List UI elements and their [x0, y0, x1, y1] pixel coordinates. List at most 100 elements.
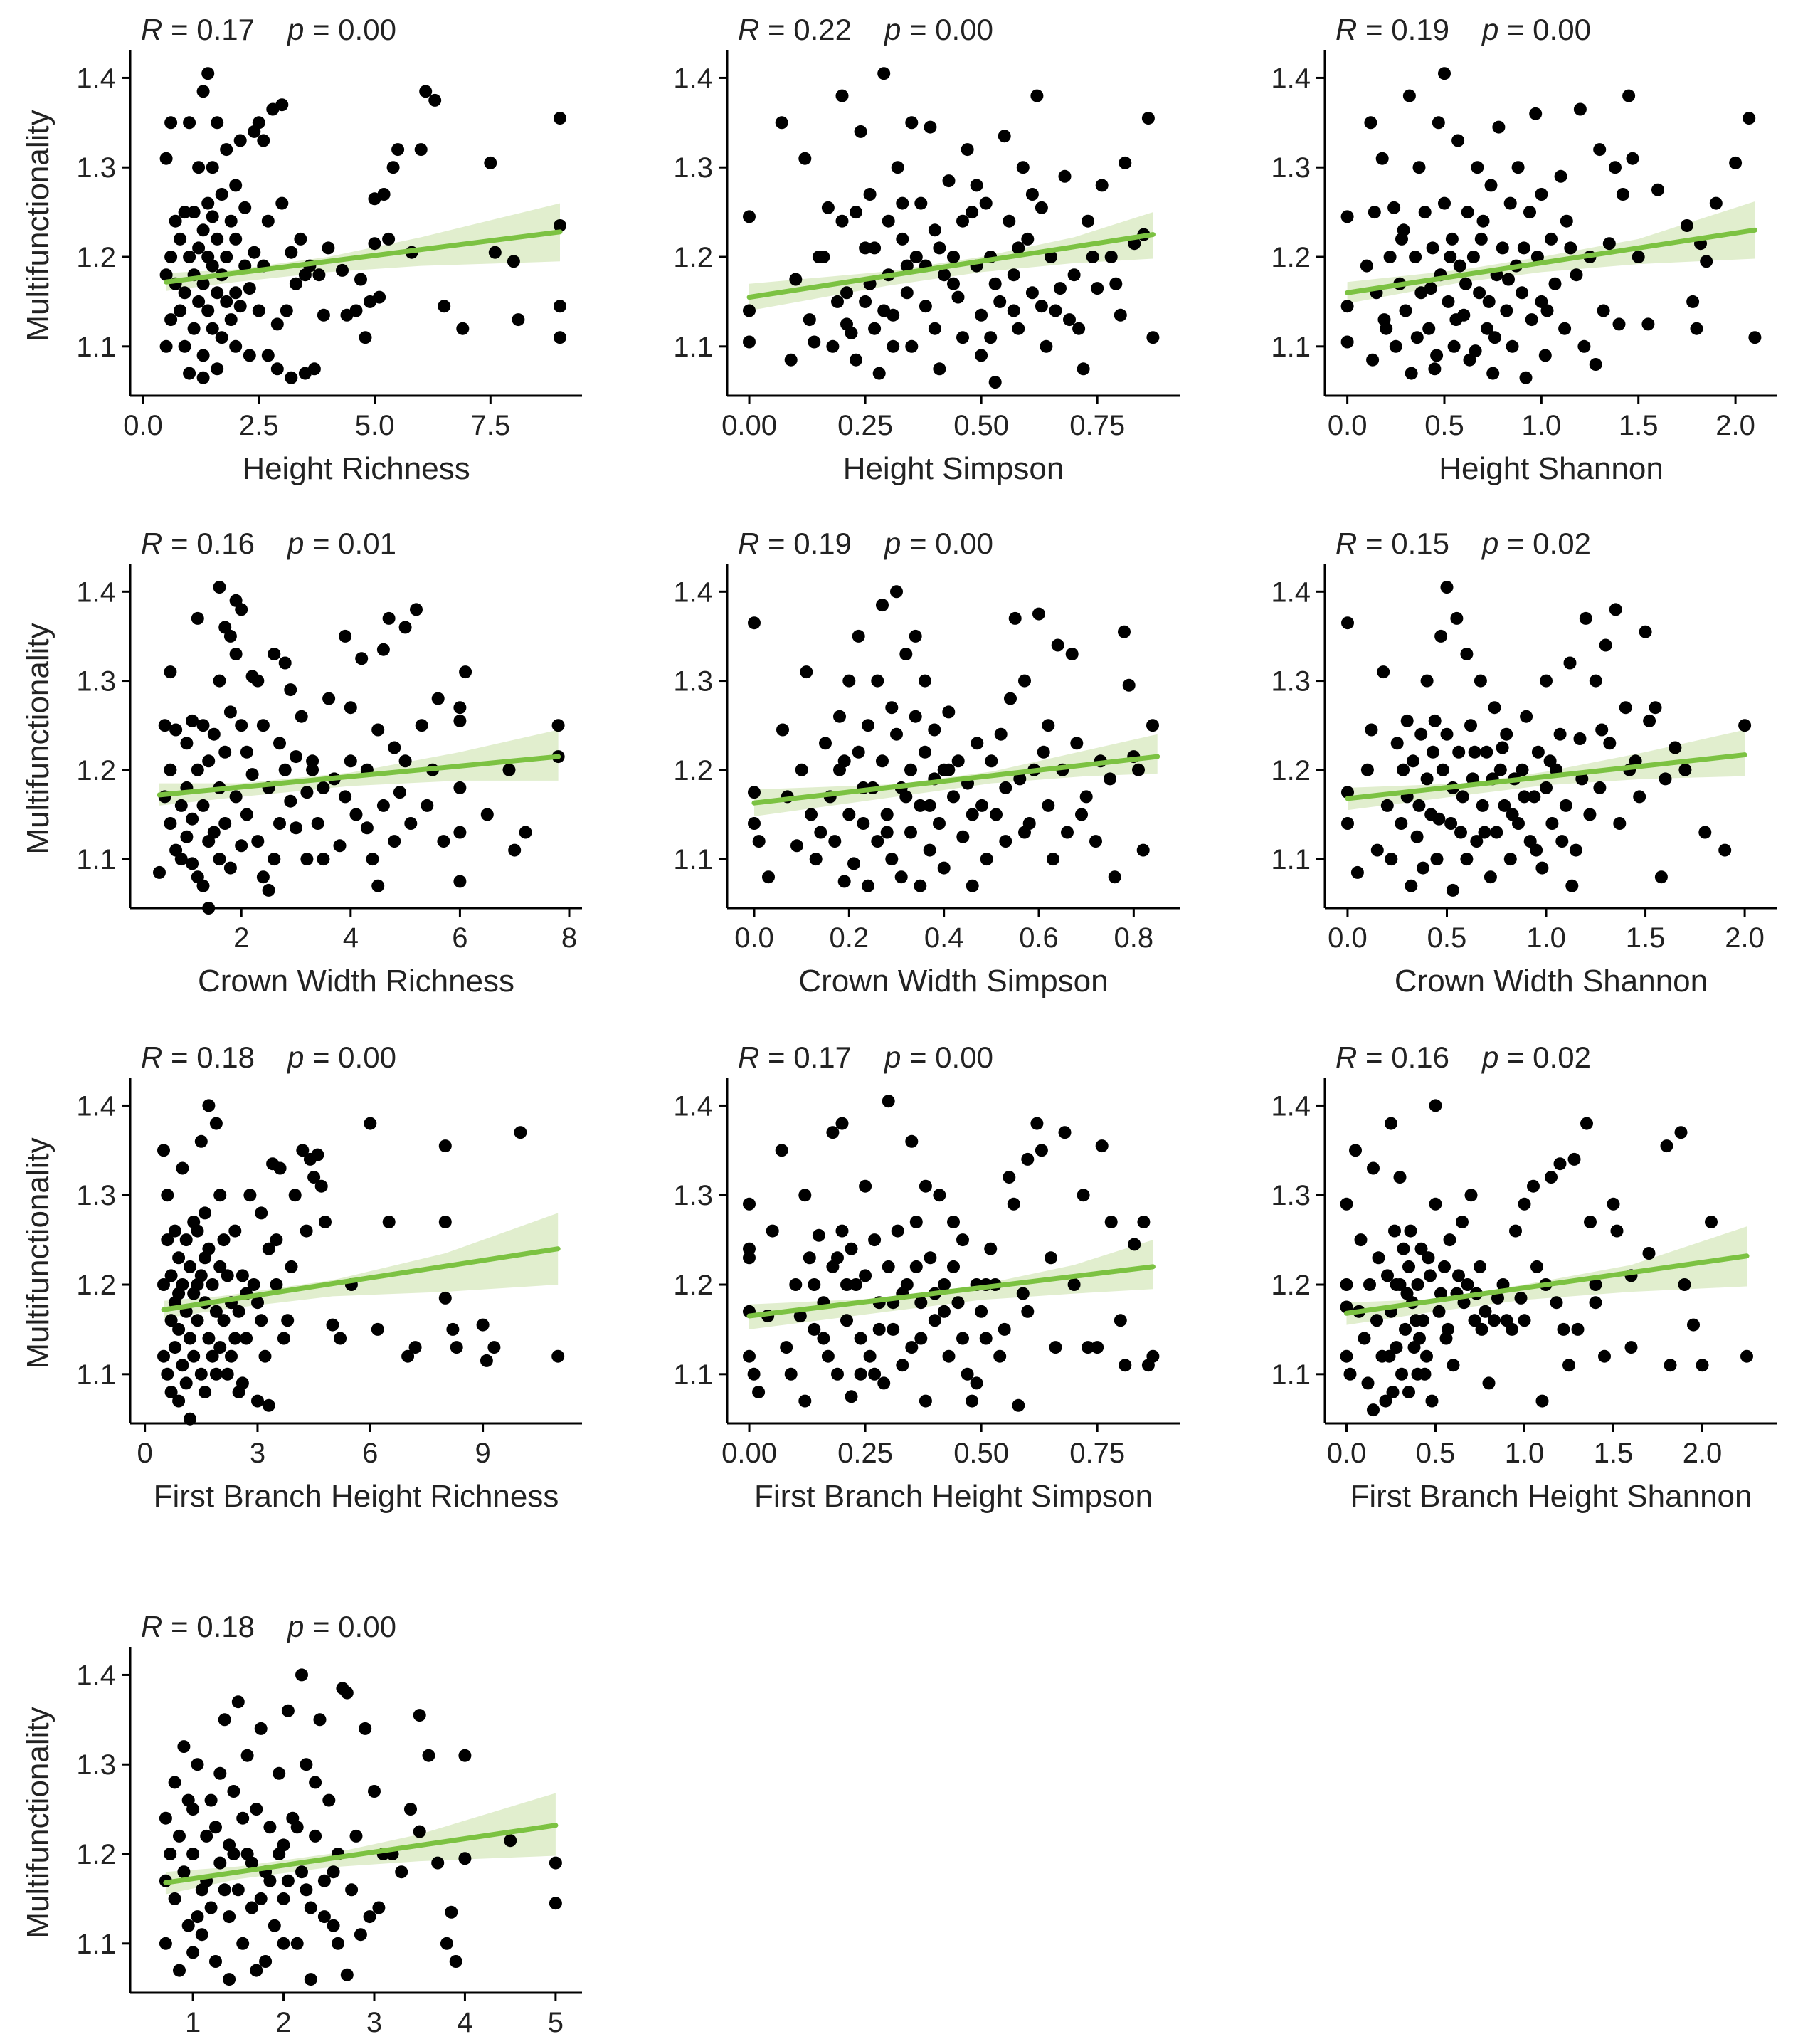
data-point — [213, 1260, 227, 1273]
data-point — [1032, 607, 1045, 621]
data-point — [1516, 763, 1529, 776]
data-point — [262, 1398, 275, 1412]
data-point — [446, 1322, 460, 1336]
data-point — [899, 790, 913, 804]
data-point — [933, 362, 946, 376]
data-point — [398, 621, 412, 634]
data-point — [1589, 358, 1602, 371]
data-point — [842, 674, 856, 688]
x-tick-label: 0.5 — [1416, 1438, 1456, 1469]
data-point — [1119, 156, 1132, 169]
data-point — [896, 196, 909, 210]
data-point — [280, 304, 293, 317]
data-point — [1065, 648, 1079, 660]
data-point — [1579, 611, 1592, 625]
data-point — [273, 1848, 286, 1860]
data-point — [1395, 1367, 1408, 1381]
data-point — [1393, 1171, 1407, 1184]
data-point — [743, 335, 756, 349]
data-point — [413, 1825, 426, 1838]
data-point — [336, 263, 349, 277]
data-point — [284, 683, 297, 697]
data-point — [194, 1367, 208, 1381]
data-point — [169, 723, 183, 737]
data-point — [837, 754, 851, 768]
data-point — [236, 1376, 249, 1390]
data-point — [1488, 1314, 1501, 1327]
data-point — [947, 1216, 960, 1228]
x-tick-label: 0.0 — [123, 410, 163, 441]
data-point — [224, 214, 238, 228]
data-point — [161, 1367, 174, 1381]
data-point — [1397, 763, 1410, 776]
data-point — [840, 317, 853, 331]
data-point — [1340, 1300, 1353, 1314]
data-point — [1559, 799, 1572, 812]
data-point — [1705, 1216, 1718, 1228]
data-point — [985, 754, 998, 768]
data-point — [213, 1856, 227, 1870]
data-point — [164, 1848, 177, 1860]
data-point — [1474, 1260, 1486, 1273]
data-point — [254, 1892, 268, 1905]
y-tick-label: 1.2 — [673, 242, 713, 273]
data-point — [225, 1349, 238, 1363]
p-value: = 0.00 — [1498, 13, 1591, 46]
x-axis-title: Height Simpson — [843, 451, 1064, 486]
data-point — [1476, 799, 1489, 812]
data-point — [549, 1897, 562, 1910]
data-point — [1488, 701, 1501, 715]
data-point — [924, 1251, 937, 1265]
data-point — [1560, 214, 1573, 228]
data-point — [229, 179, 243, 192]
data-point — [311, 817, 324, 830]
data-point — [863, 1349, 877, 1363]
data-point — [201, 67, 215, 80]
data-point — [1531, 745, 1545, 759]
data-point — [519, 826, 532, 839]
data-point — [428, 93, 442, 107]
data-point — [213, 1341, 227, 1354]
data-point — [1444, 817, 1458, 830]
data-point — [201, 304, 215, 317]
data-point — [1035, 1144, 1048, 1157]
data-point — [1438, 1260, 1451, 1273]
data-point — [872, 367, 886, 380]
data-point — [157, 1144, 170, 1157]
data-point — [1543, 754, 1557, 768]
data-point — [1340, 335, 1354, 349]
data-point — [159, 268, 173, 282]
data-point — [1641, 317, 1655, 331]
data-point — [928, 723, 941, 737]
data-point — [933, 241, 946, 255]
data-point — [319, 1216, 332, 1228]
data-point — [1045, 1251, 1057, 1265]
data-point — [1095, 1139, 1109, 1153]
data-point — [1051, 638, 1064, 652]
data-point — [158, 719, 171, 732]
data-point — [938, 1278, 951, 1291]
data-point — [1446, 883, 1459, 897]
data-point — [1434, 629, 1448, 643]
data-point — [1493, 763, 1507, 776]
data-point — [1438, 67, 1451, 80]
data-point — [1061, 826, 1074, 839]
regression-line — [163, 1823, 559, 1885]
x-tick-label: 0.4 — [924, 922, 964, 954]
data-point — [314, 1179, 328, 1193]
y-tick-label: 1.2 — [673, 755, 713, 786]
data-point — [187, 322, 201, 335]
data-point — [1589, 674, 1602, 688]
data-point — [1137, 1216, 1151, 1228]
data-point — [1674, 1126, 1688, 1139]
data-point — [1610, 1224, 1624, 1238]
data-point — [1413, 1332, 1426, 1345]
data-point — [1466, 251, 1480, 263]
data-point — [285, 1260, 298, 1273]
y-axis-title: Multifunctionality — [21, 1137, 55, 1369]
data-point — [223, 861, 237, 875]
data-point — [453, 826, 467, 839]
data-point — [990, 808, 1003, 821]
data-point — [1583, 808, 1597, 821]
data-point — [1400, 1287, 1414, 1300]
